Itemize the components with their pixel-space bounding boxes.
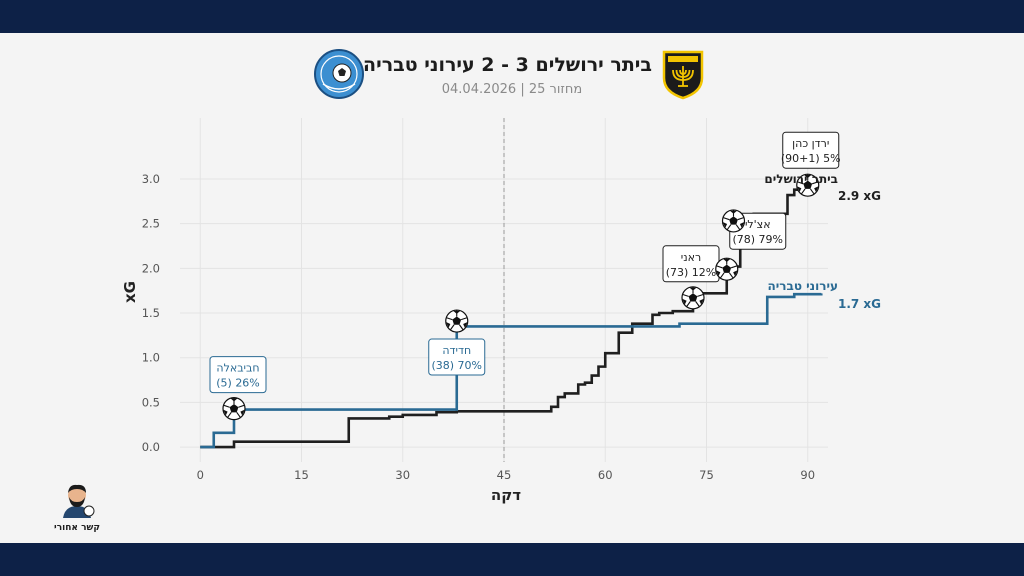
goal-detail: (38) 70% (431, 359, 482, 372)
x-tick-label: 60 (598, 468, 613, 482)
bearded-man-icon (63, 484, 95, 518)
goal-annotation: חביבאלה (5) 26% (209, 356, 267, 394)
scorer-name: ירדן כהן (792, 137, 829, 150)
x-tick-label: 0 (197, 468, 204, 482)
x-tick-label: 45 (497, 468, 512, 482)
soccer-ball-icon (222, 397, 246, 421)
y-tick-label: 0.0 (142, 440, 160, 454)
annotation-box (782, 131, 840, 169)
goal-annotation: ראני (73) 12% (662, 245, 720, 283)
home-series-name: ביתר ירושלים (764, 172, 838, 186)
goal-annotation: חדידה (38) 70% (428, 338, 486, 376)
y-tick-label: 0.5 (142, 395, 160, 409)
page-title: ביתר ירושלים 3 - 2 עירוני טבריה (363, 54, 652, 76)
x-tick-label: 15 (294, 468, 309, 482)
away-team-logo (313, 48, 365, 104)
y-tick-label: 2.5 (142, 217, 160, 231)
soccer-ball-icon (796, 173, 820, 197)
soccer-ball-icon (715, 257, 739, 281)
match-subtitle: מחזור 25 | 04.04.2026 (441, 82, 583, 97)
goal-detail: (5) 26% (216, 377, 260, 390)
goal-annotation: ירדן כהן (90+1) 5% (781, 131, 841, 169)
y-tick-label: 2.0 (142, 261, 160, 275)
x-axis-label: דקה (491, 486, 521, 504)
scorer-name: חביבאלה (216, 362, 259, 375)
bottom-band (0, 543, 1024, 576)
match-header: ביתר ירושלים 3 - 2 עירוני טבריה מחזור 25… (0, 44, 1024, 104)
scorer-name: חדידה (442, 344, 471, 357)
x-tick-label: 30 (395, 468, 410, 482)
home-series-total: 2.9 xG (838, 189, 881, 203)
away-series-total: 1.7 xG (838, 297, 881, 311)
y-tick-label: 3.0 (142, 172, 160, 186)
y-axis-label: xG (121, 281, 139, 303)
soccer-ball-icon (721, 209, 746, 233)
top-band (0, 0, 1024, 33)
away-xg-line (200, 292, 823, 449)
scorer-name: ראני (681, 251, 701, 264)
y-tick-label: 1.5 (142, 306, 160, 320)
goal-detail: (73) 12% (666, 266, 717, 279)
x-tick-label: 90 (800, 468, 815, 482)
goal-detail: (78) 79% (732, 233, 783, 246)
goal-detail: (90+1) 5% (781, 152, 841, 165)
annotation-box (428, 338, 486, 376)
y-tick-label: 1.0 (142, 351, 160, 365)
away-series-name: עירוני טבריה (768, 279, 839, 293)
x-tick-label: 75 (699, 468, 714, 482)
soccer-ball-icon (445, 309, 469, 333)
scorer-name: אצ'לי (745, 218, 771, 231)
home-team-logo (660, 48, 706, 104)
annotation-box (209, 356, 267, 394)
credit-logo: קשר אחורי (52, 482, 102, 533)
soccer-ball-icon (681, 286, 705, 310)
credit-text: קשר אחורי (54, 523, 100, 533)
home-xg-line (200, 185, 803, 449)
